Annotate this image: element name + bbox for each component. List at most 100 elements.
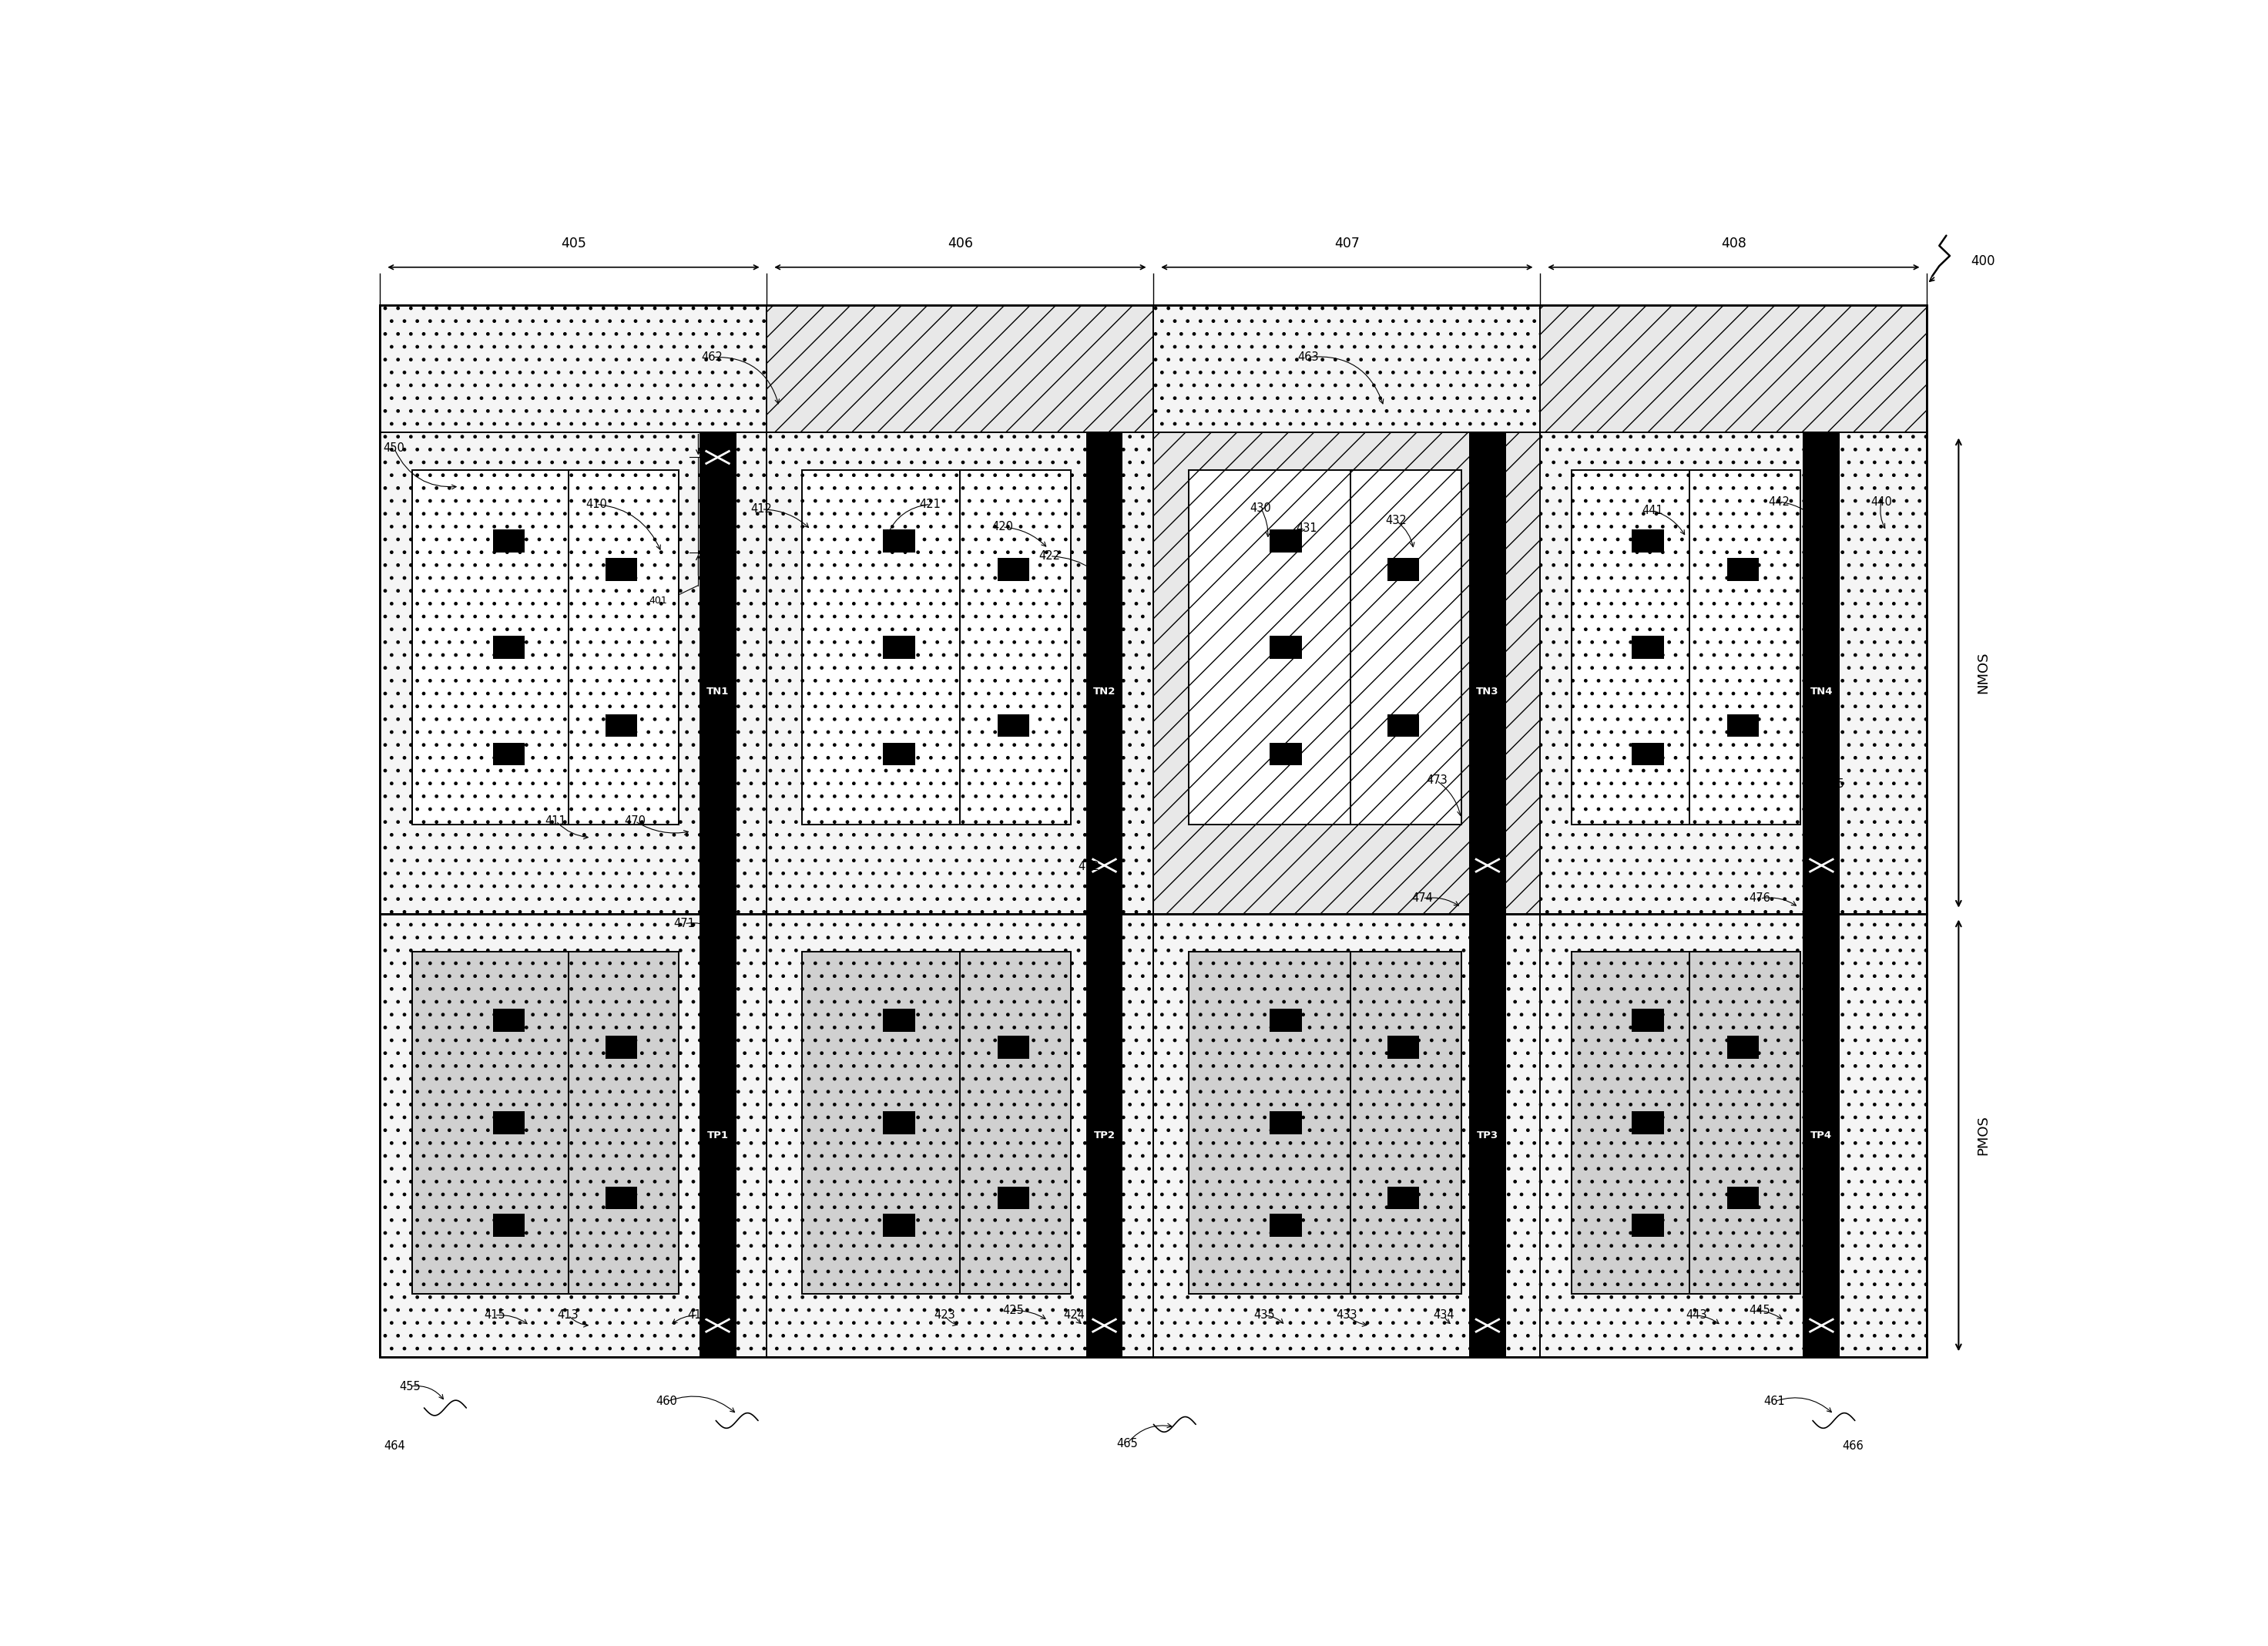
Bar <box>1086 431 1123 914</box>
Bar <box>1270 1111 1302 1134</box>
Bar <box>1803 914 1839 1358</box>
Bar <box>1472 1312 1504 1340</box>
Text: 464: 464 <box>383 1440 406 1452</box>
Bar <box>381 305 767 431</box>
Bar <box>803 951 1005 1294</box>
Text: 434: 434 <box>1433 1310 1454 1322</box>
Bar <box>1540 914 1928 1358</box>
Bar <box>569 951 678 1294</box>
Text: 414: 414 <box>687 1310 710 1322</box>
Bar <box>882 1215 914 1236</box>
Text: 450: 450 <box>383 443 406 454</box>
Bar <box>413 471 615 825</box>
Text: 443: 443 <box>1685 1310 1708 1322</box>
Bar <box>1388 1187 1420 1210</box>
Bar <box>998 1187 1030 1210</box>
Bar <box>882 635 914 658</box>
Text: 408: 408 <box>1721 237 1746 250</box>
Text: 445: 445 <box>1749 1305 1771 1317</box>
Text: 421: 421 <box>919 499 941 510</box>
Text: 406: 406 <box>948 237 973 250</box>
Bar <box>703 443 733 471</box>
Text: 424: 424 <box>1064 1310 1084 1322</box>
Bar <box>1388 1035 1420 1058</box>
Bar <box>882 1009 914 1032</box>
Bar <box>1726 1187 1758 1210</box>
Text: 401: 401 <box>649 596 667 606</box>
Bar <box>699 914 737 1358</box>
Text: 431: 431 <box>1295 522 1318 533</box>
Bar <box>1270 1009 1302 1032</box>
Text: 405: 405 <box>560 237 585 250</box>
Text: 410: 410 <box>585 499 608 510</box>
Text: 476: 476 <box>1749 892 1771 904</box>
Text: 474: 474 <box>1411 892 1433 904</box>
Bar <box>606 714 637 737</box>
Text: 430: 430 <box>1250 502 1272 514</box>
Text: 413: 413 <box>558 1310 578 1322</box>
Bar <box>882 1111 914 1134</box>
Bar <box>1805 1312 1837 1340</box>
Bar <box>1270 635 1302 658</box>
Text: 411: 411 <box>544 815 567 826</box>
Bar <box>1633 1111 1665 1134</box>
Bar <box>1470 914 1506 1358</box>
Text: TP1: TP1 <box>708 1131 728 1141</box>
Text: 420: 420 <box>991 522 1014 533</box>
Bar <box>606 558 637 581</box>
Text: 471: 471 <box>674 918 694 930</box>
Text: 460: 460 <box>655 1396 678 1407</box>
Text: 444: 444 <box>1819 1310 1839 1322</box>
Bar <box>998 558 1030 581</box>
Bar <box>1349 951 1461 1294</box>
Bar <box>1805 851 1837 879</box>
Bar <box>1089 1312 1120 1340</box>
Bar <box>492 530 524 553</box>
Text: 465: 465 <box>1116 1437 1139 1448</box>
Bar <box>492 1009 524 1032</box>
Text: 440: 440 <box>1871 495 1892 507</box>
Bar <box>1540 431 1928 914</box>
Text: 470: 470 <box>624 815 646 826</box>
Bar <box>1633 635 1665 658</box>
Text: 425: 425 <box>1002 1305 1023 1317</box>
Bar <box>1572 951 1730 1294</box>
Bar <box>1188 471 1390 825</box>
Bar <box>1154 914 1540 1358</box>
Bar <box>492 1215 524 1236</box>
Bar <box>413 951 615 1294</box>
Bar <box>569 471 678 825</box>
Bar <box>767 914 1154 1358</box>
Bar <box>1803 431 1839 914</box>
Bar <box>1726 1035 1758 1058</box>
Text: 422: 422 <box>1039 550 1061 561</box>
Bar <box>1470 431 1506 914</box>
Bar <box>1690 951 1801 1294</box>
Bar <box>1270 742 1302 765</box>
Bar <box>1388 558 1420 581</box>
Text: TP4: TP4 <box>1810 1131 1833 1141</box>
Bar <box>882 530 914 553</box>
Bar <box>1188 951 1390 1294</box>
Bar <box>1154 305 1540 431</box>
Bar <box>1633 742 1665 765</box>
Bar <box>1690 471 1801 825</box>
Text: 463: 463 <box>1297 352 1320 364</box>
Bar <box>1349 471 1461 825</box>
Bar <box>998 714 1030 737</box>
Bar <box>803 471 1005 825</box>
Bar <box>1270 530 1302 553</box>
Bar <box>1270 1215 1302 1236</box>
Bar <box>959 951 1070 1294</box>
Bar <box>1388 714 1420 737</box>
Text: TP3: TP3 <box>1476 1131 1499 1141</box>
Bar <box>606 1187 637 1210</box>
Text: 441: 441 <box>1642 505 1662 517</box>
Text: NMOS: NMOS <box>1975 652 1989 695</box>
Bar <box>1472 851 1504 879</box>
Text: 435: 435 <box>1254 1310 1275 1322</box>
Text: 462: 462 <box>701 352 723 364</box>
Bar <box>1540 305 1928 431</box>
Text: 433: 433 <box>1336 1310 1359 1322</box>
Text: 400: 400 <box>1971 253 1996 268</box>
